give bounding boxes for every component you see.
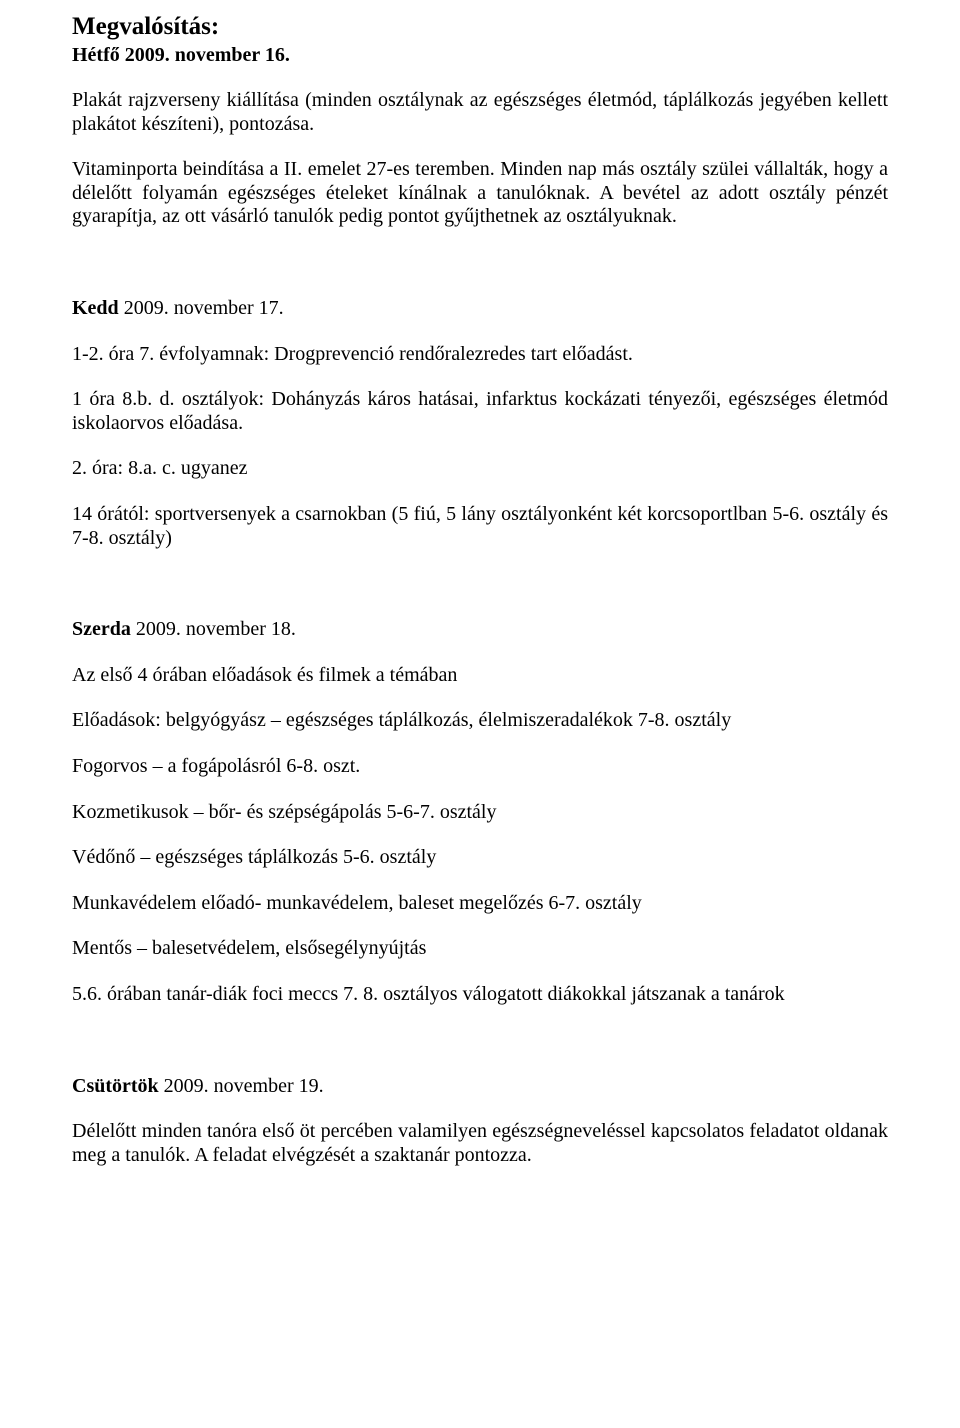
- date-szerda: Szerda 2009. november 18.: [72, 618, 888, 642]
- date-szerda-bold: Szerda: [72, 618, 131, 640]
- spacer: [72, 1029, 888, 1075]
- date-kedd-rest: 2009. november 17.: [119, 297, 284, 319]
- paragraph: Kozmetikusok – bőr- és szépségápolás 5-6…: [72, 801, 888, 825]
- paragraph: Plakát rajzverseny kiállítása (minden os…: [72, 89, 888, 136]
- page-title: Megvalósítás:: [72, 12, 888, 42]
- paragraph: 1 óra 8.b. d. osztályok: Dohányzás káros…: [72, 388, 888, 435]
- paragraph: Vitaminporta beindítása a II. emelet 27-…: [72, 158, 888, 229]
- paragraph: Fogorvos – a fogápolásról 6-8. oszt.: [72, 755, 888, 779]
- paragraph: Védőnő – egészséges táplálkozás 5-6. osz…: [72, 846, 888, 870]
- date-csutortok: Csütörtök 2009. november 19.: [72, 1075, 888, 1099]
- paragraph: 5.6. órában tanár-diák foci meccs 7. 8. …: [72, 983, 888, 1007]
- date-kedd-bold: Kedd: [72, 297, 119, 319]
- paragraph: 2. óra: 8.a. c. ugyanez: [72, 457, 888, 481]
- paragraph: Mentős – balesetvédelem, elsősegélynyújt…: [72, 937, 888, 961]
- date-szerda-rest: 2009. november 18.: [131, 618, 296, 640]
- paragraph: Munkavédelem előadó- munkavédelem, bales…: [72, 892, 888, 916]
- paragraph: Előadások: belgyógyász – egészséges tápl…: [72, 709, 888, 733]
- paragraph: 1-2. óra 7. évfolyamnak: Drogprevenció r…: [72, 343, 888, 367]
- paragraph: Az első 4 órában előadások és filmek a t…: [72, 664, 888, 688]
- spacer: [72, 572, 888, 618]
- date-hetfo-text: Hétfő 2009. november 16.: [72, 44, 290, 66]
- paragraph: Délelőtt minden tanóra első öt percében …: [72, 1120, 888, 1167]
- spacer: [72, 251, 888, 297]
- paragraph: 14 órától: sportversenyek a csarnokban (…: [72, 503, 888, 550]
- date-csutortok-rest: 2009. november 19.: [159, 1075, 324, 1097]
- date-hetfo: Hétfő 2009. november 16.: [72, 44, 888, 68]
- date-csutortok-bold: Csütörtök: [72, 1075, 159, 1097]
- date-kedd: Kedd 2009. november 17.: [72, 297, 888, 321]
